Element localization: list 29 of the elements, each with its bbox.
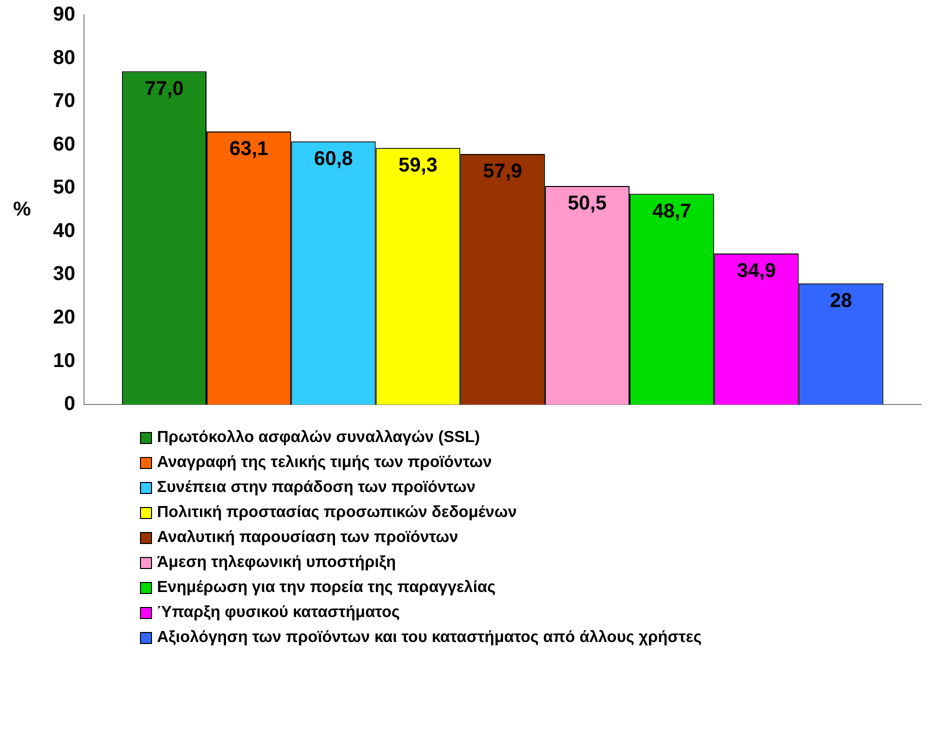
y-tick-label: 50: [52, 176, 76, 199]
y-tick-label: 10: [52, 350, 76, 372]
legend-label: Συνέπεια στην παράδοση των προϊόντων: [157, 478, 476, 498]
y-tick-label: 30: [52, 263, 76, 286]
data-label: 59,3: [398, 154, 438, 176]
data-label: 77,0: [144, 78, 184, 100]
data-label: 48,7: [652, 200, 692, 222]
y-axis-title: %: [13, 198, 32, 220]
data-label: 63,1: [229, 138, 268, 160]
y-tick-label: 70: [52, 90, 76, 112]
y-tick-label: 40: [52, 220, 76, 242]
legend-label: Άμεση τηλεφωνική υποστήριξη: [157, 553, 396, 573]
data-label: 57,9: [483, 160, 522, 182]
legend-label: Πολιτική προστασίας προσωπικών δεδομένων: [157, 503, 517, 523]
y-tick-label: 20: [52, 306, 76, 329]
legend-label: Αναλυτική παρουσίαση των προϊόντων: [157, 528, 458, 548]
data-label: 50,5: [568, 192, 607, 215]
data-label: 60,8: [314, 148, 353, 170]
y-tick-label: 90: [52, 4, 76, 26]
y-tick-label: 0: [64, 393, 76, 416]
legend-label: Πρωτόκολλο ασφαλών συναλλαγών (SSL): [157, 428, 480, 448]
legend-label: Αξιολόγηση των προϊόντων και του καταστήματος από άλλους χρήστες: [157, 628, 702, 648]
y-tick-label: 60: [52, 133, 76, 156]
y-tick-label: 80: [52, 46, 76, 69]
legend-label: Ενημέρωση για την πορεία της παραγγελίας: [157, 578, 496, 598]
legend-label: Αναγραφή της τελικής τιμής των προϊόντων: [157, 453, 492, 473]
data-label: 34,9: [736, 260, 776, 282]
legend-label: Ύπαρξη φυσικού καταστήματος: [157, 603, 400, 623]
data-label: 28: [830, 290, 852, 312]
